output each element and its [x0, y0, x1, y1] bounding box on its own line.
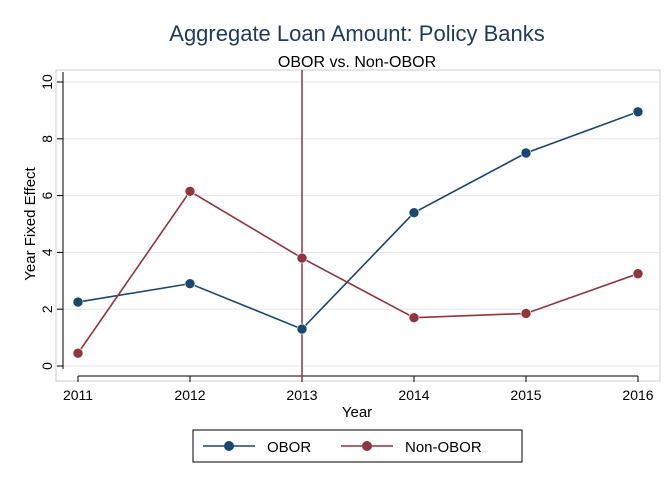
y-tick-label-6: 6: [39, 191, 55, 199]
legend-items: OBOR Non-OBOR: [203, 439, 482, 456]
y-axis-label: Year Fixed Effect: [22, 166, 39, 280]
legend-label-obor: OBOR: [267, 439, 311, 456]
point-non-obor-2011: [72, 347, 84, 359]
point-non-obor-2015: [520, 308, 532, 319]
point-non-obor-2013: [296, 252, 308, 264]
point-obor-2011: [72, 296, 84, 308]
grid: [56, 81, 660, 367]
y-ticks: 0 2 4 6 8 10: [39, 74, 63, 370]
series-group: [72, 106, 644, 359]
y-tick-label-2: 2: [39, 305, 55, 313]
point-obor-2012: [184, 278, 196, 289]
y-tick-label-4: 4: [39, 248, 55, 256]
y-tick-label-10: 10: [39, 74, 55, 90]
y-tick-label-8: 8: [39, 135, 55, 143]
chart-subtitle: OBOR vs. Non-OBOR: [278, 54, 436, 71]
x-axis-label: Year: [342, 404, 372, 421]
legend: OBOR Non-OBOR: [192, 429, 523, 463]
y-tick-label-0: 0: [39, 362, 55, 370]
point-obor-2013: [296, 323, 308, 335]
legend-marker-obor: [224, 441, 234, 451]
x-tick-label-2015: 2015: [510, 387, 541, 403]
x-tick-label-2014: 2014: [398, 387, 429, 403]
point-non-obor-2016: [632, 268, 644, 280]
x-tick-label-2011: 2011: [63, 387, 93, 403]
point-non-obor-2012: [184, 186, 196, 197]
legend-label-non-obor: Non-OBOR: [405, 439, 482, 456]
plot-area: 0 2 4 6 8 10 2011 2012 2013 2014 2015 2016: [39, 69, 661, 403]
point-obor-2014: [408, 207, 420, 218]
x-tick-label-2012: 2012: [174, 387, 205, 403]
x-tick-label-2016: 2016: [622, 387, 653, 403]
x-tick-label-2013: 2013: [286, 387, 317, 403]
series-line-obor: [77, 111, 639, 331]
series-line-non-obor: [77, 190, 639, 354]
chart-title: Aggregate Loan Amount: Policy Banks: [169, 21, 544, 46]
legend-marker-non-obor: [362, 441, 372, 451]
point-obor-2015: [520, 147, 532, 159]
x-ticks: 2011 2012 2013 2014 2015 2016: [63, 376, 654, 403]
plot-frame: [55, 69, 661, 382]
point-non-obor-2014: [408, 312, 420, 324]
point-obor-2016: [632, 106, 644, 118]
